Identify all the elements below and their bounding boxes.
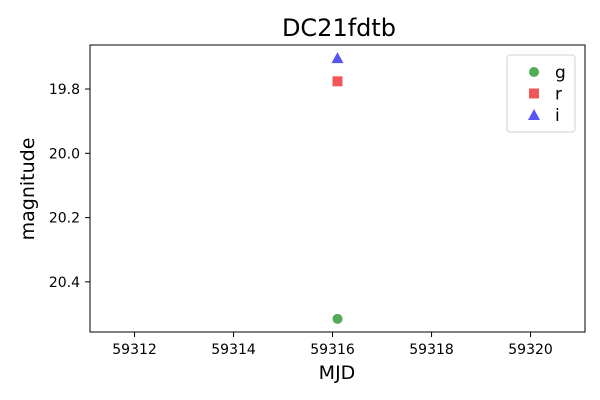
- plot-area: 59312 59314 59316 59318 59320 19.8 20.0 20.2 20…: [49, 44, 586, 358]
- data-point-r: [332, 76, 343, 87]
- x-tick-label: 59316: [310, 342, 355, 358]
- legend-marker-i: [528, 109, 540, 120]
- legend-label-r: r: [555, 85, 562, 105]
- y-tick-label: 19.8: [49, 82, 80, 98]
- data-points: [331, 52, 344, 324]
- legend-items: gri: [528, 63, 566, 126]
- x-axis-label: MJD: [319, 362, 356, 384]
- x-tick-label: 59318: [409, 342, 454, 358]
- x-axis-ticks: 59312 59314 59316 59318 59320: [112, 332, 553, 358]
- legend-box: [506, 54, 576, 133]
- x-tick-label: 59320: [508, 342, 553, 358]
- x-tick-label: 59312: [112, 342, 157, 358]
- data-point-i: [331, 52, 344, 64]
- x-tick-label: 59314: [211, 342, 256, 358]
- legend-label-i: i: [555, 106, 560, 126]
- legend: gri: [506, 54, 576, 133]
- y-tick-label: 20.0: [49, 146, 80, 162]
- legend-label-g: g: [555, 63, 566, 83]
- data-point-g: [332, 313, 343, 324]
- chart-title: DC21fdtb: [282, 14, 396, 42]
- y-tick-label: 20.2: [49, 211, 80, 227]
- y-tick-label: 20.4: [49, 275, 80, 291]
- legend-marker-g: [529, 67, 539, 77]
- plot-frame: [89, 44, 586, 333]
- y-axis-ticks: 19.8 20.0 20.2 20.4: [49, 82, 90, 291]
- y-axis-label: magnitude: [17, 138, 39, 241]
- legend-marker-r: [529, 88, 539, 99]
